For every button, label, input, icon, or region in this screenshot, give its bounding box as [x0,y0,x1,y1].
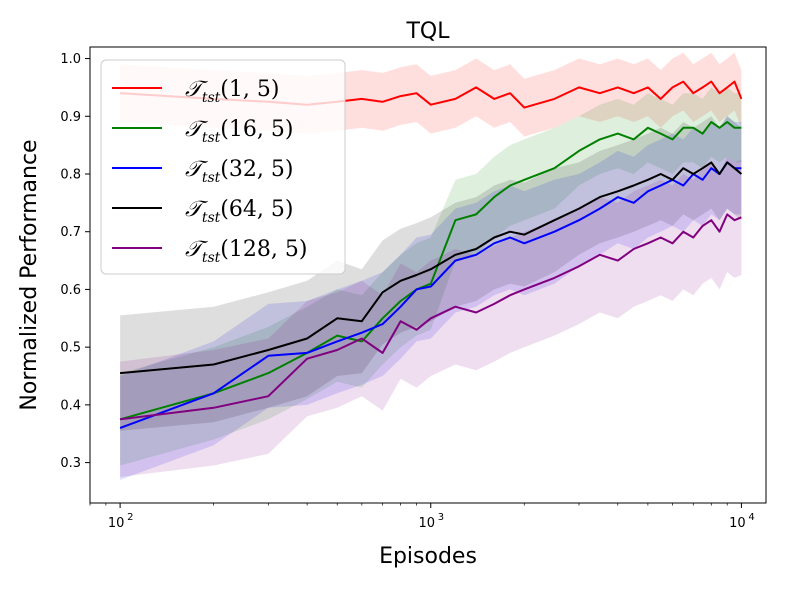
legend-label-3: 𝒯tst(64, 5) [185,197,293,226]
legend-label-4: 𝒯tst(128, 5) [185,237,307,266]
x-axis-label: Episodes [379,544,477,569]
x-tick-exponent: 4 [748,512,754,523]
x-axis-ticks: 10 2 10 3 10 4 [89,503,755,531]
plot-area-frame [89,46,767,504]
x-tick-label: 10 [418,516,435,531]
legend-label-2: 𝒯tst(32, 5) [185,157,293,186]
y-tick-label: 0.8 [60,167,81,182]
y-tick-label: 0.9 [60,110,81,125]
chart-title: TQL [405,19,450,44]
y-tick-label: 0.4 [60,398,81,413]
series-lines [119,80,743,429]
band-series-1 [120,87,742,466]
band-series-3 [120,116,742,431]
y-axis-ticks: 0.3 0.4 0.5 0.6 0.7 0.8 0.9 1.0 [60,52,90,471]
x-tick-label: 10 [108,516,125,531]
y-tick-label: 0.6 [60,283,81,298]
legend: 𝒯tst(1, 5) 𝒯tst(16, 5) 𝒯tst(32, 5) 𝒯tst(64,… [100,59,346,275]
x-tick-exponent: 3 [438,512,444,523]
legend-box [100,59,346,275]
y-tick-label: 1.0 [60,52,81,67]
y-tick-label: 0.7 [60,225,81,240]
x-tick-exponent: 2 [127,512,133,523]
y-tick-label: 0.5 [60,341,81,356]
x-tick-label: 10 [729,516,746,531]
legend-label-0: 𝒯tst(1, 5) [185,77,279,106]
legend-label-1: 𝒯tst(16, 5) [185,117,293,146]
band-series-4 [120,156,742,477]
y-axis-label: Normalized Performance [17,139,42,410]
y-tick-label: 0.3 [60,456,81,471]
